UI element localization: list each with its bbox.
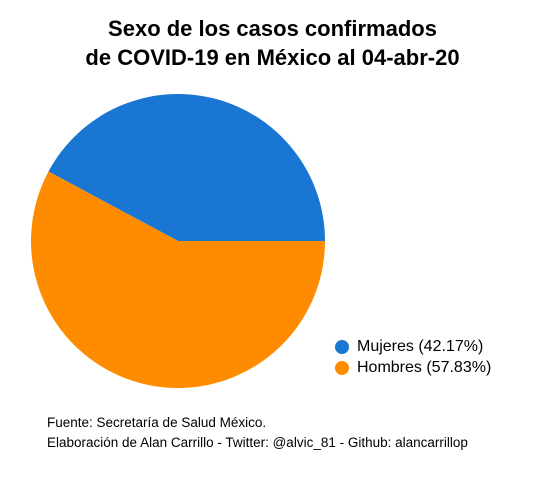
chart-title-line-1: Sexo de los casos confirmados [108,16,437,41]
legend: Mujeres (42.17%) Hombres (57.83%) [335,337,491,379]
chart-title: Sexo de los casos confirmados de COVID-1… [0,14,545,72]
legend-swatch-mujeres [335,340,349,354]
pie-slice-mujeres [48,93,326,241]
legend-item-mujeres: Mujeres (42.17%) [335,337,491,357]
pie-slice-hombres [31,171,325,388]
legend-item-hombres: Hombres (57.83%) [335,358,491,378]
chart-title-line-2: de COVID-19 en México al 04-abr-20 [85,45,460,70]
caption-source: Fuente: Secretaría de Salud México. [47,415,267,430]
caption-credits: Elaboración de Alan Carrillo - Twitter: … [47,435,468,450]
legend-swatch-hombres [335,361,349,375]
legend-label-hombres: Hombres (57.83%) [357,359,492,376]
legend-label-mujeres: Mujeres (42.17%) [357,338,484,355]
chart-caption: Fuente: Secretaría de Salud México. Elab… [47,413,468,453]
